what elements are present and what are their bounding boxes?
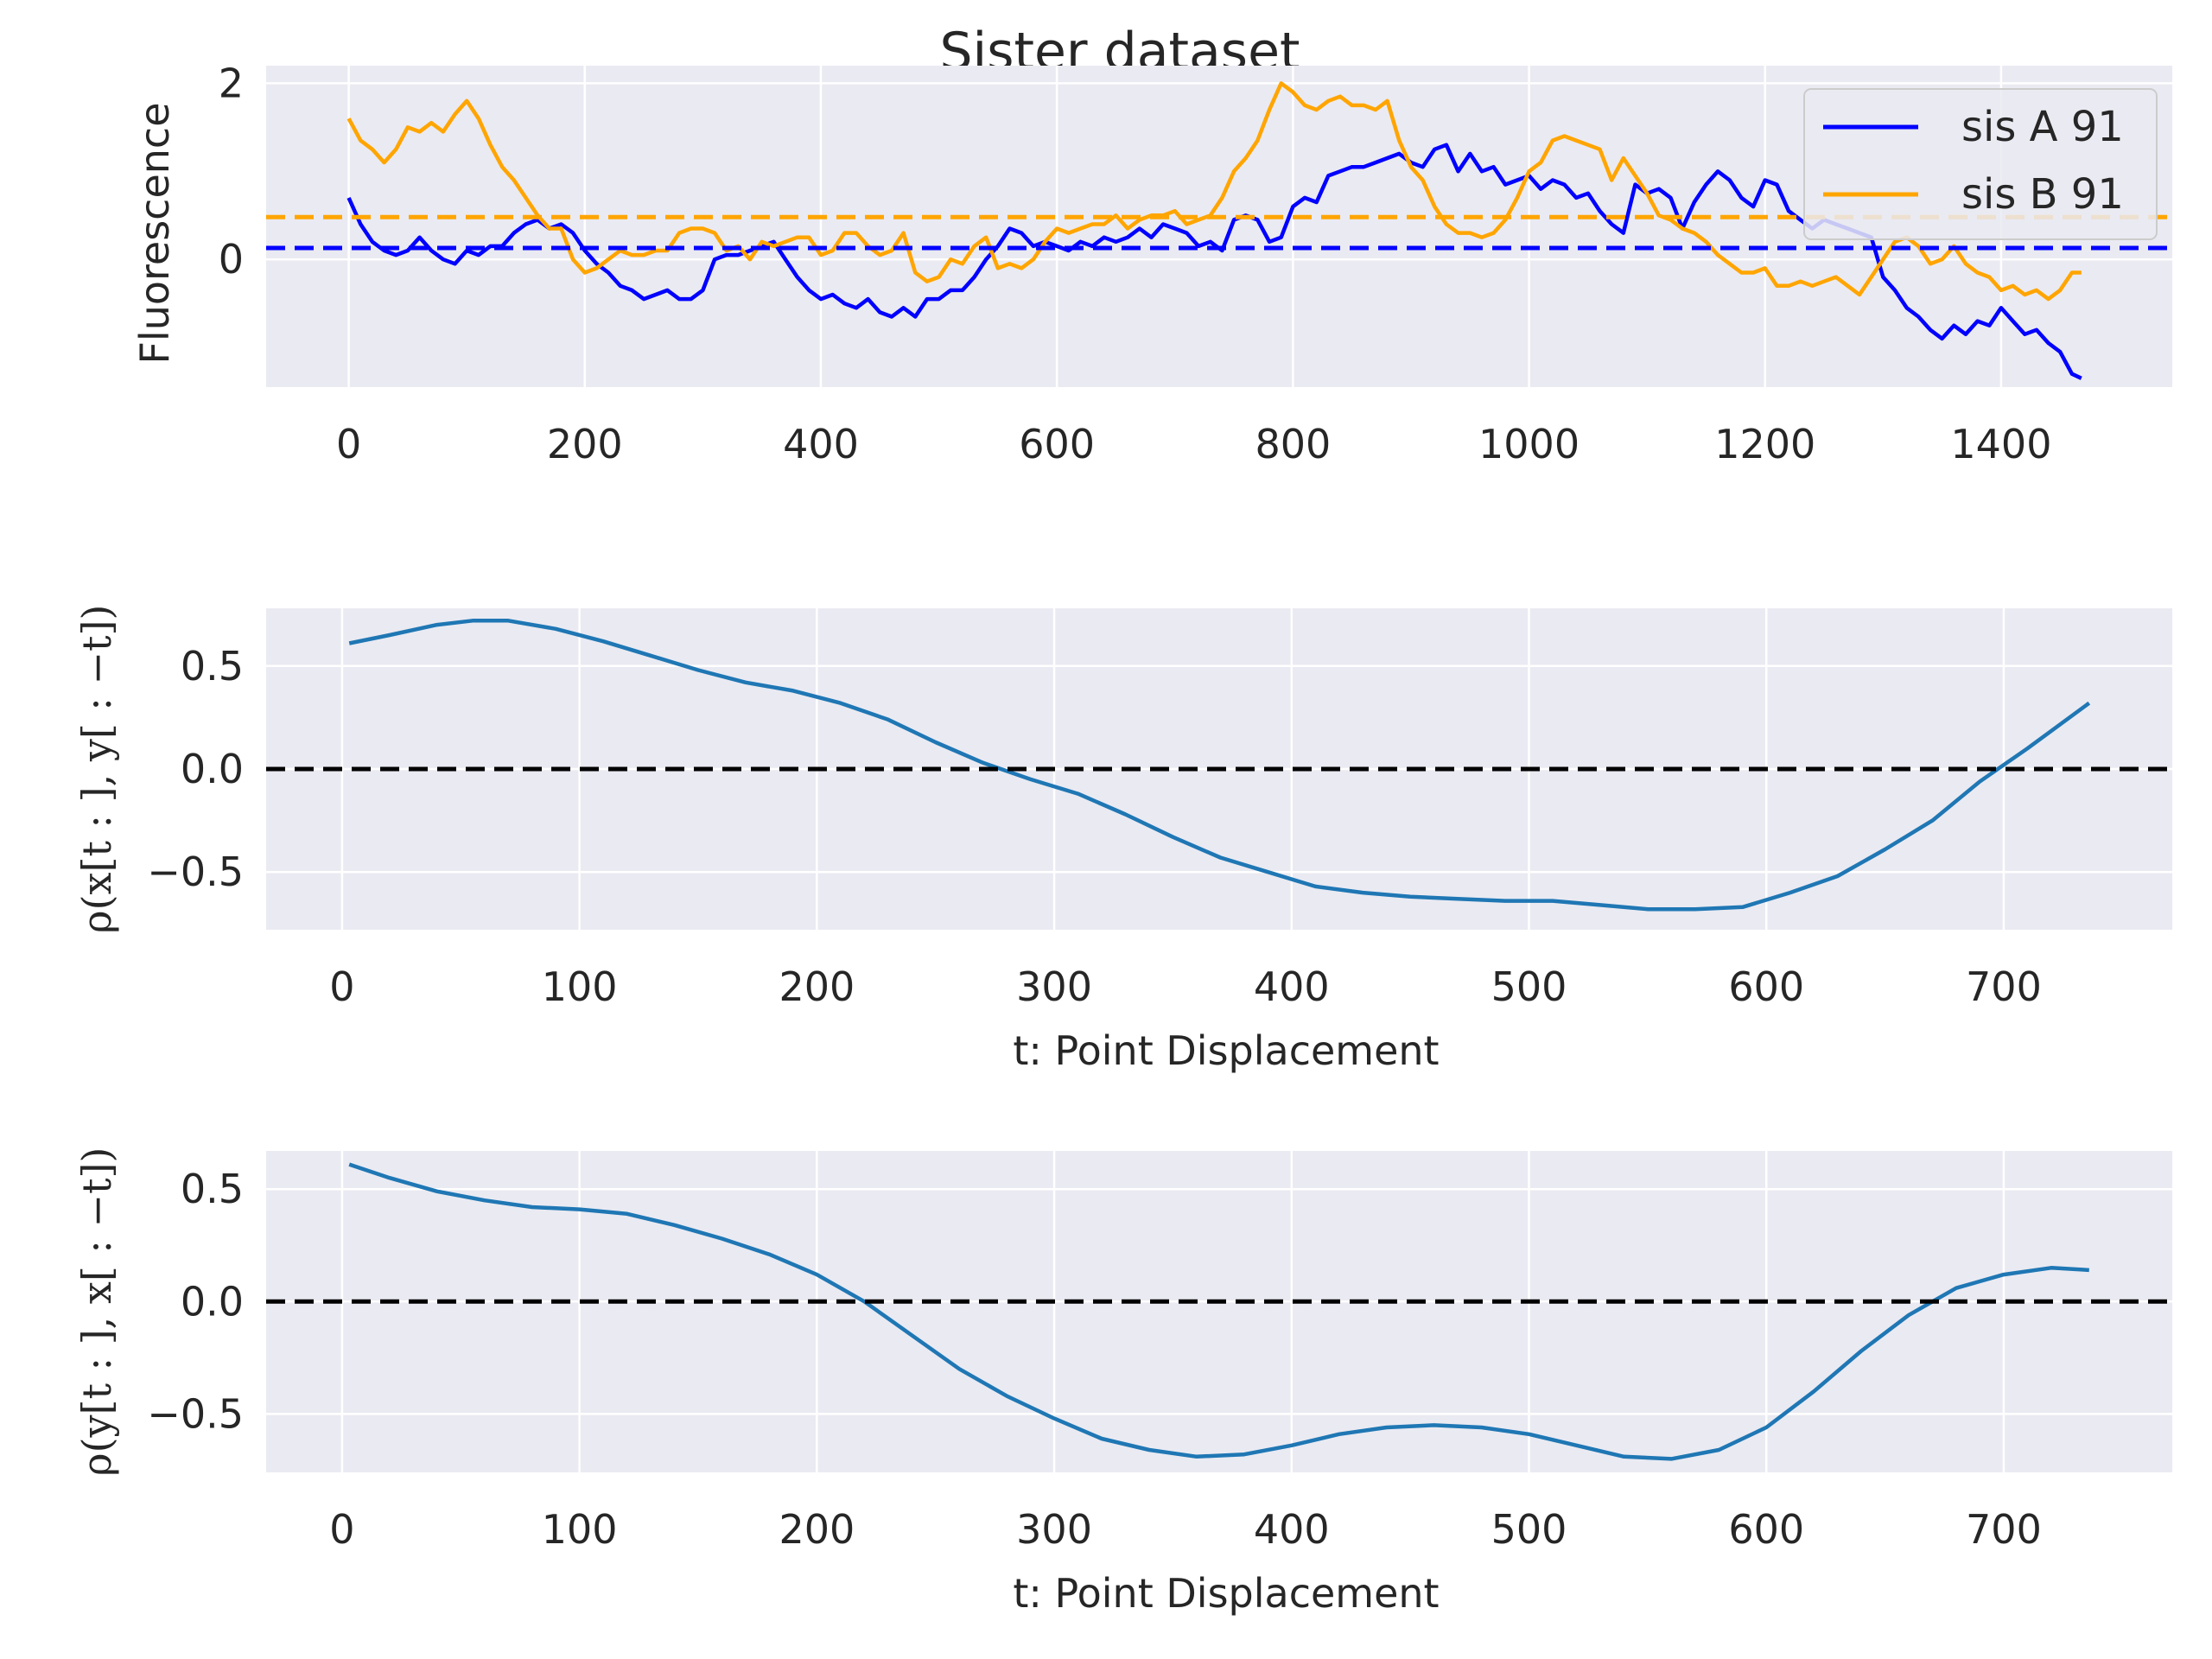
x-tick-label: 400	[1254, 963, 1330, 1010]
y-axis-label: ρ(x[t : ], y[ : −t])	[73, 605, 120, 934]
y-tick-label: 0.0	[181, 1278, 244, 1325]
x-tick-label: 200	[547, 421, 623, 467]
x-tick-label: 0	[336, 421, 361, 467]
y-tick-label: 0.5	[181, 1166, 244, 1212]
x-tick-label: 500	[1491, 1506, 1567, 1553]
y-tick-label: 2	[219, 60, 244, 106]
x-tick-label: 600	[1019, 421, 1095, 467]
x-tick-label: 700	[1966, 1506, 2042, 1553]
y-tick-label: 0.0	[181, 746, 244, 792]
x-axis-label: t: Point Displacement	[1013, 1027, 1439, 1074]
chart-corr-xy: 0 100 200 300 400 500 600 700 0.5 0.0 −0.5 ρ(x[t : …	[73, 605, 2172, 1074]
series-line-sis-b-91	[346, 81, 2082, 302]
x-tick-label: 1200	[1714, 421, 1815, 467]
y-tick-label: −0.5	[147, 849, 244, 895]
x-tick-label: 1400	[1950, 421, 2051, 467]
x-tick-label: 700	[1966, 963, 2042, 1010]
chart-corr-yx: 0 100 200 300 400 500 600 700 0.5 0.0 −0.5 ρ(y[t : …	[73, 1147, 2172, 1617]
x-tick-label: 800	[1255, 421, 1331, 467]
legend-label: sis B 91	[1961, 170, 2124, 219]
chart-fluorescence: 0 200 400 600 800 1000 1200 1400 0 2 Fluorescence s…	[131, 60, 2172, 467]
y-tick-label: −0.5	[147, 1390, 244, 1437]
x-tick-label: 200	[779, 963, 855, 1010]
x-tick-label: 100	[542, 963, 618, 1010]
x-tick-label: 400	[783, 421, 859, 467]
series-group	[266, 81, 2172, 380]
y-axis-label: ρ(y[t : ], x[ : −t])	[73, 1147, 120, 1477]
x-tick-label: 600	[1728, 1506, 1804, 1553]
y-tick-label: 0	[219, 236, 244, 283]
x-axis-label: t: Point Displacement	[1013, 1570, 1439, 1617]
x-tick-label: 300	[1016, 1506, 1092, 1553]
x-tick-label: 400	[1254, 1506, 1330, 1553]
x-tick-label: 600	[1728, 963, 1804, 1010]
series-line-0	[348, 1162, 2089, 1461]
x-tick-label: 0	[329, 1506, 354, 1553]
x-tick-label: 100	[542, 1506, 618, 1553]
x-tick-label: 1000	[1478, 421, 1580, 467]
series-group	[266, 1162, 2172, 1461]
x-tick-label: 500	[1491, 963, 1567, 1010]
series-group	[266, 619, 2172, 912]
y-tick-label: 0.5	[181, 643, 244, 690]
x-tick-label: 0	[329, 963, 354, 1010]
plot-area	[266, 1151, 2172, 1472]
legend-label: sis A 91	[1961, 103, 2124, 151]
x-tick-label: 200	[779, 1506, 855, 1553]
series-line-0	[348, 619, 2091, 912]
x-tick-label: 300	[1016, 963, 1092, 1010]
y-axis-label: Fluorescence	[131, 102, 178, 364]
